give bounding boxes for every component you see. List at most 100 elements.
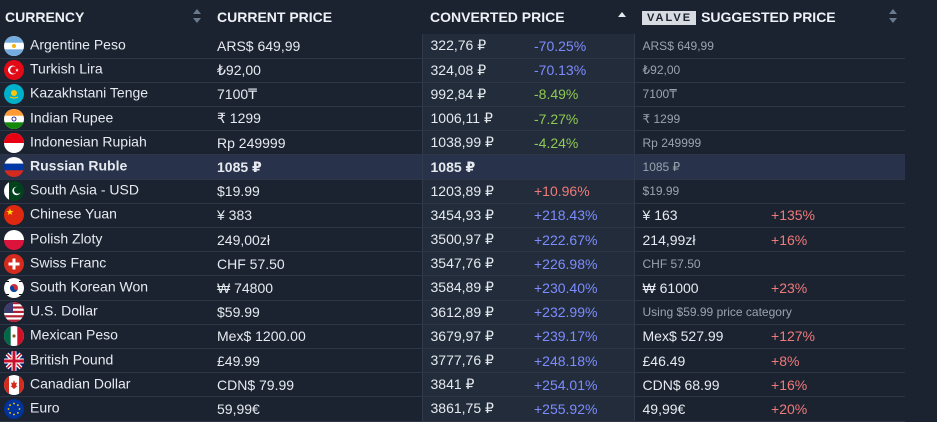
suggested-difference-cell	[767, 130, 906, 156]
argentina-flag-icon	[4, 35, 24, 56]
table-row: Chinese Yuan ¥ 383 3454,93 ₽ +218.43% ¥ …	[0, 203, 906, 229]
suggested-price-cell: Rp 249999	[634, 130, 768, 156]
current-price-cell: $59.99	[209, 300, 422, 325]
current-price-cell: ARS$ 649,99	[209, 34, 422, 59]
currency-name: Argentine Peso	[30, 36, 126, 53]
currency-cell: British Pound	[0, 348, 209, 374]
suggested-price-cell: ₹ 1299	[634, 106, 768, 132]
converted-price-cell: 3679,97 ₽	[421, 324, 530, 349]
currency-cell: U.S. Dollar	[0, 300, 209, 325]
current-price-header-label: CURRENT PRICE	[217, 9, 333, 25]
price-comparison-table: CURRENCY CURRENT PRICE CONVERTED PRICE V…	[0, 0, 906, 422]
currency-cell: Argentine Peso	[0, 34, 209, 59]
mexico-flag-icon	[4, 326, 24, 347]
current-price-cell: ₹ 1299	[209, 106, 422, 132]
suggested-price-cell: 7100₸	[634, 82, 768, 108]
currency-name: Mexican Peso	[30, 327, 118, 344]
suggested-price-note: Using $59.99 price category	[634, 300, 906, 325]
indonesia-flag-icon	[4, 132, 24, 153]
table-row: Mexican Peso Mex$ 1200.00 3679,97 ₽ +239…	[0, 324, 906, 349]
usa-flag-icon	[4, 302, 24, 323]
currency-name: British Pound	[30, 351, 114, 368]
table-row-highlighted: Russian Ruble 1085 ₽ 1085 ₽ 1085 ₽	[0, 154, 906, 180]
poland-flag-icon	[4, 229, 24, 250]
currency-name: Indian Rupee	[30, 109, 114, 126]
suggested-difference-cell: +8%	[767, 348, 906, 374]
current-price-cell: 59,99€	[209, 396, 422, 422]
suggested-difference-cell	[767, 106, 906, 132]
suggested-price-cell: CDN$ 68.99	[634, 372, 768, 398]
south-korea-flag-icon	[4, 277, 24, 298]
suggested-price-cell: 214,99zł	[634, 227, 768, 253]
price-difference-cell: -7.27%	[530, 106, 635, 132]
eu-flag-icon	[4, 398, 24, 419]
suggested-difference-cell	[767, 58, 906, 83]
suggested-difference-cell	[767, 34, 906, 59]
price-difference-cell: +230.40%	[530, 275, 635, 301]
column-header-converted-price[interactable]: CONVERTED PRICE	[422, 0, 635, 34]
current-price-cell: ¥ 383	[209, 203, 422, 229]
table-row: Argentine Peso ARS$ 649,99 322,76 ₽ -70.…	[0, 34, 906, 59]
price-difference-cell	[530, 154, 635, 180]
currency-name: Euro	[30, 399, 60, 416]
suggested-difference-cell: +16%	[767, 227, 906, 253]
price-difference-cell: -70.13%	[530, 58, 635, 83]
currency-cell: Canadian Dollar	[0, 372, 209, 398]
converted-price-cell: 3584,89 ₽	[421, 275, 530, 301]
currency-name: Chinese Yuan	[30, 206, 117, 223]
suggested-price-cell: ARS$ 649,99	[634, 34, 768, 59]
suggested-difference-cell: +127%	[767, 324, 906, 349]
price-difference-cell: -70.25%	[530, 34, 635, 59]
converted-price-cell: 3777,76 ₽	[421, 348, 530, 374]
price-difference-cell: +239.17%	[530, 324, 635, 349]
suggested-price-cell: CHF 57.50	[634, 251, 768, 277]
turkey-flag-icon	[4, 60, 24, 81]
price-difference-cell: +226.98%	[530, 251, 635, 277]
table-row: Indian Rupee ₹ 1299 1006,11 ₽ -7.27% ₹ 1…	[0, 106, 906, 132]
currency-name: South Asia - USD	[30, 181, 139, 198]
converted-price-cell: 324,08 ₽	[421, 58, 530, 83]
india-flag-icon	[4, 108, 24, 129]
converted-price-cell: 3841 ₽	[421, 372, 530, 398]
current-price-cell: ₺92,00	[209, 58, 422, 83]
suggested-price-cell: 49,99€	[634, 396, 768, 422]
currency-cell: Indonesian Rupiah	[0, 130, 209, 156]
sort-icon	[193, 9, 201, 23]
table-row: Indonesian Rupiah Rp 249999 1038,99 ₽ -4…	[0, 130, 906, 156]
suggested-price-cell: 1085 ₽	[634, 154, 768, 180]
converted-price-cell: 3500,97 ₽	[421, 227, 530, 253]
currency-name: Indonesian Rupiah	[30, 133, 147, 150]
price-difference-cell: +218.43%	[530, 203, 635, 229]
currency-cell: Kazakhstani Tenge	[0, 82, 209, 108]
price-difference-cell: +232.99%	[530, 300, 635, 325]
currency-name: Swiss Franc	[30, 254, 107, 271]
kazakhstan-flag-icon	[4, 84, 24, 105]
suggested-difference-cell: +135%	[767, 203, 906, 229]
price-difference-cell: -8.49%	[530, 82, 635, 108]
converted-price-cell: 3861,75 ₽	[421, 396, 530, 422]
currency-cell: South Korean Won	[0, 275, 209, 301]
converted-price-cell: 3612,89 ₽	[421, 300, 530, 325]
suggested-difference-cell	[767, 82, 906, 108]
current-price-cell: CHF 57.50	[209, 251, 422, 277]
sort-icon	[889, 9, 898, 23]
converted-price-header-label: CONVERTED PRICE	[430, 9, 565, 25]
column-header-currency[interactable]: CURRENCY	[0, 0, 209, 34]
suggested-price-cell: ¥ 163	[634, 203, 768, 229]
column-header-current-price[interactable]: CURRENT PRICE	[209, 0, 422, 34]
table-row: British Pound £49.99 3777,76 ₽ +248.18% …	[0, 348, 906, 374]
table-row: South Asia - USD $19.99 1203,89 ₽ +10.96…	[0, 179, 906, 204]
currency-cell: Euro	[0, 396, 209, 422]
converted-price-cell: 992,84 ₽	[421, 82, 530, 108]
table-row: South Korean Won ₩ 74800 3584,89 ₽ +230.…	[0, 275, 906, 301]
suggested-difference-cell: +20%	[767, 396, 906, 422]
converted-price-cell: 322,76 ₽	[421, 34, 530, 59]
suggested-price-header-label: SUGGESTED PRICE	[701, 9, 836, 25]
suggested-price-cell: ₩ 61000	[634, 275, 768, 301]
pakistan-flag-icon	[4, 181, 24, 202]
china-flag-icon	[4, 205, 24, 226]
price-difference-cell: +254.01%	[530, 372, 635, 398]
current-price-cell: 1085 ₽	[209, 154, 422, 180]
column-header-suggested-price[interactable]: VALVE SUGGESTED PRICE	[634, 0, 906, 34]
suggested-difference-cell	[767, 179, 906, 204]
